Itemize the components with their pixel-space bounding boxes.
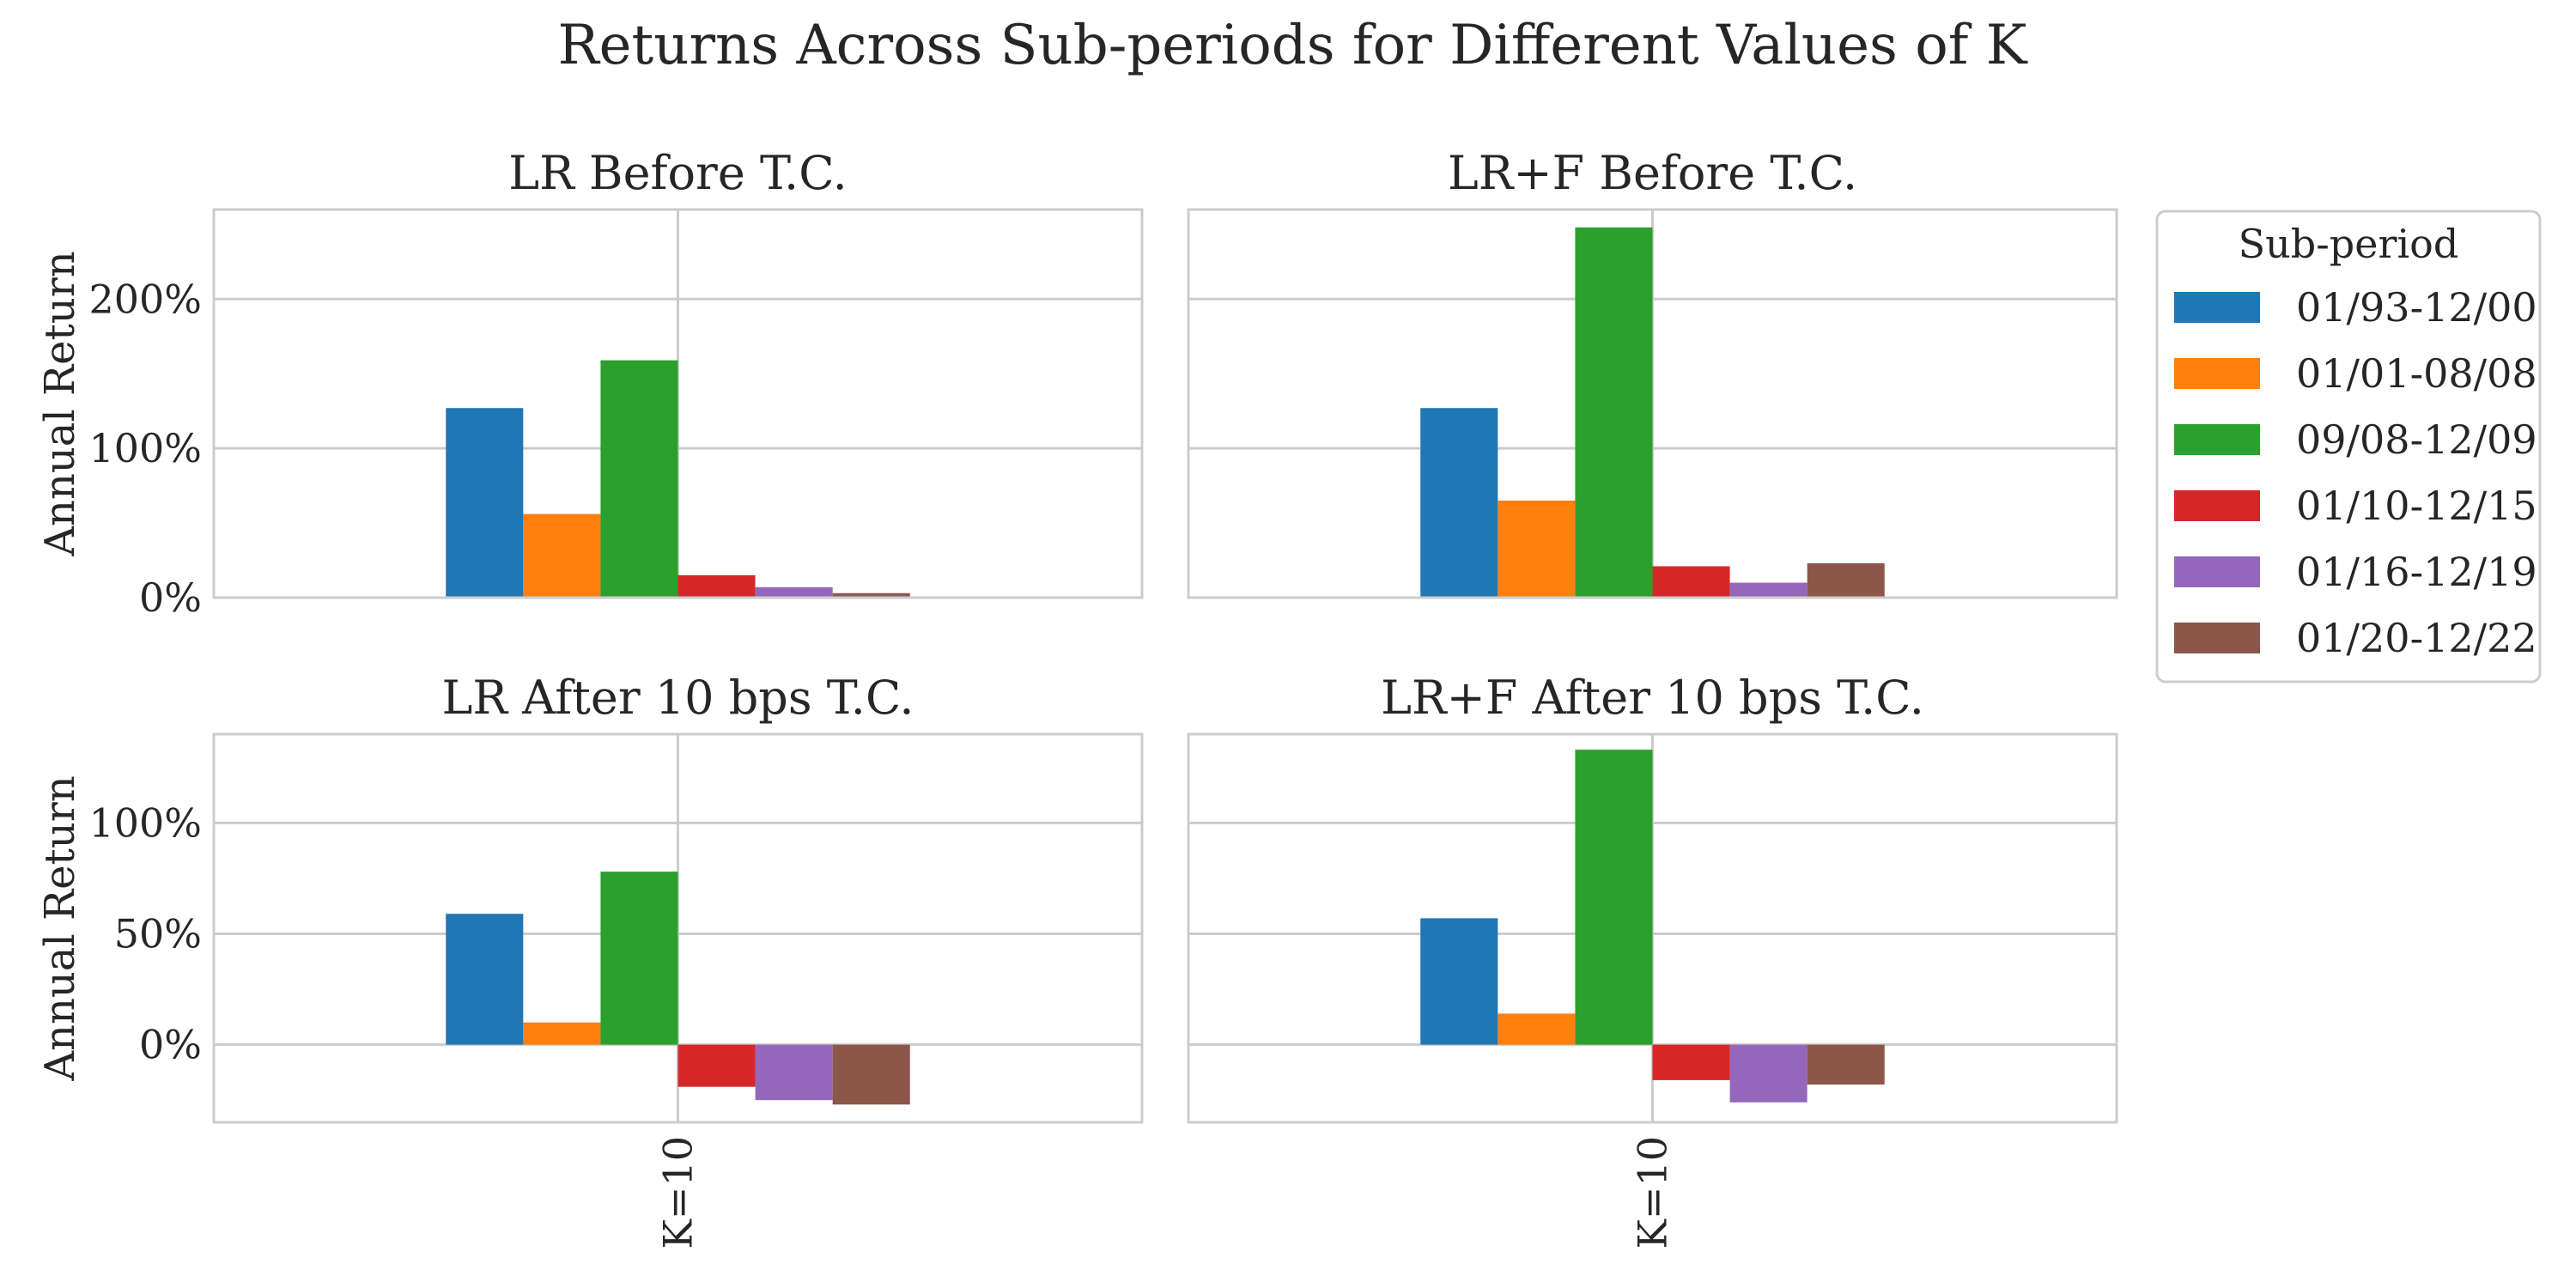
bar-5 <box>755 1044 833 1101</box>
bar-2 <box>523 513 601 598</box>
legend-label: 01/93-12/00 <box>2296 284 2537 331</box>
legend-swatch <box>2174 424 2260 455</box>
y-tick-label: 50% <box>114 910 202 957</box>
legend-entries: 01/93-12/00 01/01-08/08 09/08-12/09 01/10-1… <box>2174 284 2537 661</box>
legend-label: 01/16-12/19 <box>2296 549 2537 595</box>
legend-label: 01/10-12/15 <box>2296 483 2537 529</box>
chart-panel-3: LR After 10 bps T.C. 0% 50% 100%Annual Retu… <box>36 671 1144 1249</box>
legend-label: 01/20-12/22 <box>2296 615 2537 661</box>
bar-5 <box>755 586 833 598</box>
panel-title: LR+F Before T.C. <box>1448 146 1857 200</box>
bar-3 <box>1575 227 1653 598</box>
panels-group: LR Before T.C.0%100%200%Annual ReturnLR+… <box>36 146 2118 1249</box>
y-tick-label: 100% <box>88 425 202 471</box>
bar-3 <box>1575 750 1653 1045</box>
bar-6 <box>1807 1044 1885 1085</box>
y-tick-label: 0% <box>139 574 202 621</box>
legend-title: Sub-period <box>2239 221 2459 267</box>
bar-4 <box>677 1044 756 1087</box>
legend-swatch <box>2174 292 2260 323</box>
legend-label: 01/01-08/08 <box>2296 350 2537 397</box>
bar-6 <box>832 1044 910 1105</box>
legend-swatch <box>2174 623 2260 653</box>
legend-swatch <box>2174 358 2260 389</box>
bar-1 <box>446 408 524 598</box>
plot-frame <box>1187 208 2118 599</box>
plot-frame <box>212 208 1144 599</box>
bar-6 <box>1807 563 1885 598</box>
y-axis-label: Annual Return <box>36 251 84 556</box>
plot-frame <box>1187 732 2118 1124</box>
bar-2 <box>1498 501 1576 598</box>
bar-5 <box>1729 1044 1807 1103</box>
bar-2 <box>523 1022 601 1045</box>
bar-2 <box>1498 1013 1576 1045</box>
legend-label: 09/08-12/09 <box>2296 416 2537 463</box>
bar-4 <box>1652 566 1730 598</box>
chart-panel-2: LR+F Before T.C. <box>1187 146 2118 599</box>
bar-5 <box>1729 582 1807 598</box>
plot-frame <box>212 732 1144 1124</box>
bar-3 <box>600 360 678 598</box>
bar-4 <box>1652 1044 1730 1080</box>
bar-3 <box>600 872 678 1045</box>
y-axis-label: Annual Return <box>36 775 84 1081</box>
bar-1 <box>1420 918 1498 1045</box>
legend-swatch <box>2174 490 2260 521</box>
y-tick-label: 0% <box>139 1022 202 1068</box>
bar-1 <box>446 914 524 1045</box>
bar-6 <box>832 592 910 598</box>
chart-panel-1: LR Before T.C. 0% 100% 200%Annual Return <box>36 146 1144 621</box>
x-tick-label: K=10 <box>1630 1136 1676 1249</box>
chart-panel-4: LR+F After 10 bps T.C. K=10 <box>1187 671 2118 1249</box>
legend: Sub-period 01/93-12/00 01/01-08/08 09/08-1… <box>2155 210 2542 683</box>
bar-4 <box>677 574 756 598</box>
y-tick-label: 200% <box>88 276 202 322</box>
figure-title: Returns Across Sub-periods for Different… <box>557 14 2027 77</box>
panel-title: LR+F After 10 bps T.C. <box>1381 671 1924 725</box>
y-tick-label: 100% <box>88 799 202 846</box>
bar-1 <box>1420 408 1498 598</box>
x-tick-label: K=10 <box>655 1136 702 1249</box>
panel-title: LR After 10 bps T.C. <box>441 671 914 725</box>
legend-swatch <box>2174 556 2260 587</box>
panel-title: LR Before T.C. <box>508 146 848 200</box>
